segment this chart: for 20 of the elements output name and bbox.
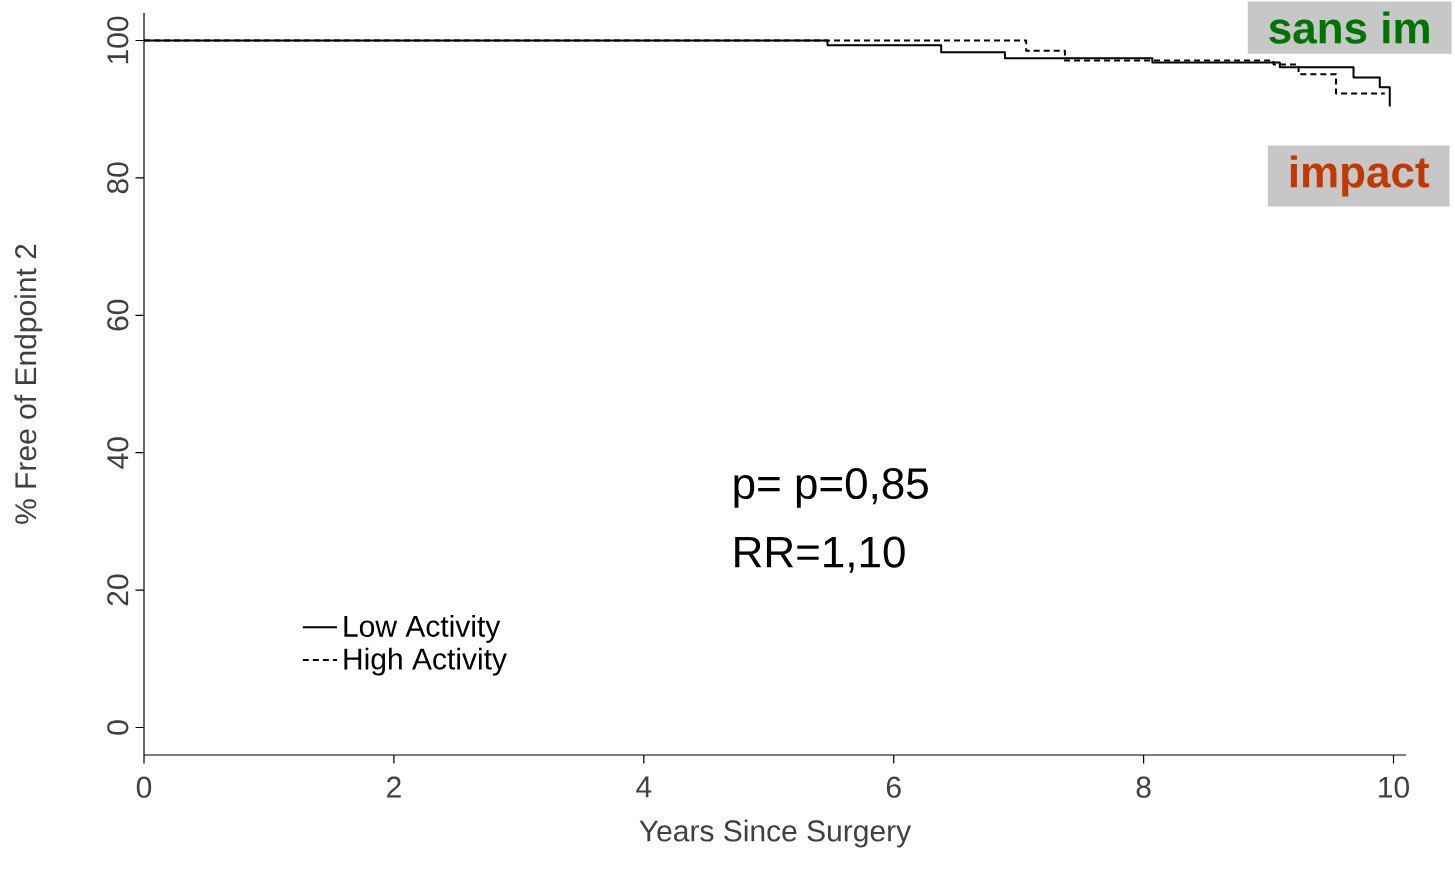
annotation: RR=1,10 [735,536,905,573]
annotation: p= p=0,85 [734,467,928,508]
y-tick-label: 60 [107,299,129,331]
x-tick-label: 4 [636,776,652,798]
x-axis-title: Years Since Surgery [639,819,912,848]
x-tick-label: 2 [387,776,401,798]
x-tick-label: 10 [1379,776,1410,798]
y-tick-label: 20 [107,574,129,606]
annotation: sans im [1269,11,1429,44]
legend-label: Low Activity [344,614,501,643]
y-tick-label: 0 [107,720,129,735]
y-tick-label: 100 [107,16,129,64]
x-tick-label: 8 [1136,776,1151,798]
y-tick-label: 80 [107,162,129,194]
y-tick-label: 40 [107,437,129,469]
legend-label: High Activity [344,647,507,676]
y-axis-title: % Free of Endpoint 2 [14,244,43,524]
annotation: impact [1290,155,1430,197]
x-tick-label: 6 [886,776,901,798]
x-tick-label: 0 [136,776,152,798]
